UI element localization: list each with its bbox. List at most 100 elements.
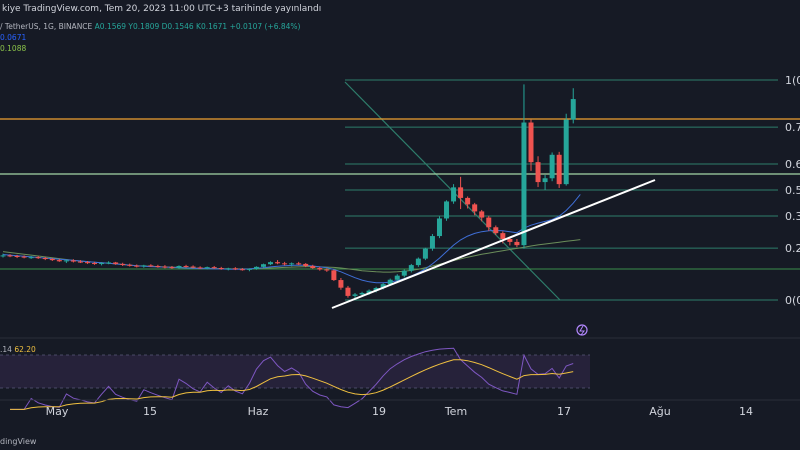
candle-body — [211, 267, 217, 269]
candle-body — [169, 267, 175, 269]
candle-body — [394, 275, 400, 280]
candle-body — [148, 265, 154, 267]
candle-body — [549, 154, 555, 179]
rsi-pane — [0, 337, 800, 410]
fib-level-label: 0.236(0 — [785, 242, 800, 255]
candle-body — [535, 162, 541, 183]
candle-body — [317, 268, 323, 270]
rsi-line — [10, 347, 574, 410]
candle-body — [563, 119, 569, 185]
candle-body — [84, 262, 90, 264]
candle-body — [56, 260, 62, 262]
alert-icon — [576, 324, 588, 336]
candle-body — [458, 187, 464, 198]
publish-header: kiye TradingView.com, Tem 20, 2023 11:00… — [0, 0, 800, 18]
candle-body — [197, 267, 203, 269]
ma1-legend: 0.0671 — [0, 33, 26, 42]
time-tick-label: Tem — [444, 405, 467, 418]
rsi-ma-line — [10, 359, 574, 410]
candle-body — [268, 262, 274, 265]
candle-body — [120, 263, 126, 265]
candle-body — [289, 263, 295, 265]
fib-level-label: 0.618(0 — [785, 158, 800, 171]
candle-body — [63, 260, 69, 262]
candle-body — [275, 262, 281, 264]
fib-level-label: 0.786(0 — [785, 121, 800, 134]
candle-body — [493, 227, 499, 234]
candle-body — [408, 265, 414, 271]
drawings — [331, 179, 656, 336]
candle-body — [507, 238, 513, 242]
candle-body — [176, 265, 182, 268]
candle-body — [190, 266, 196, 268]
rsi-legend: .14 62.20 — [0, 345, 36, 354]
candle-body — [451, 187, 457, 202]
candle-body — [42, 258, 48, 260]
candle-body — [338, 280, 344, 288]
ma2-value: 0.1088 — [0, 44, 27, 53]
candle-body — [183, 265, 189, 267]
candle-body — [444, 201, 450, 219]
candle-body — [303, 263, 309, 266]
time-tick-label: Haz — [248, 405, 269, 418]
time-tick-label: 17 — [557, 405, 571, 418]
candle-body — [570, 99, 576, 120]
horizontal-lines — [0, 118, 800, 270]
candle-body — [373, 287, 379, 291]
candle-body — [92, 263, 98, 265]
candle-body — [479, 211, 485, 218]
candle-body — [352, 294, 358, 296]
candle-body — [472, 204, 478, 212]
symbol-line: / TetherUS, 1G, BINANCE — [0, 22, 93, 31]
rsi-value: .14 — [0, 345, 12, 354]
time-tick-label: Ağu — [649, 405, 670, 418]
candle-body — [556, 154, 562, 185]
candle-body — [359, 292, 365, 295]
candle-body — [401, 270, 407, 276]
candle-body — [127, 264, 133, 266]
time-tick-label: 14 — [739, 405, 753, 418]
candle-body — [514, 241, 520, 246]
candle-body — [28, 257, 34, 259]
candle-body — [422, 248, 428, 259]
candle-body — [331, 270, 337, 281]
candle-body — [260, 264, 266, 267]
candle-body — [465, 197, 471, 205]
candle-body — [77, 261, 83, 263]
candle-body — [218, 268, 224, 270]
candle-body — [232, 268, 238, 270]
candle-body — [239, 269, 245, 271]
candle-body — [366, 290, 372, 293]
candle-body — [49, 258, 55, 261]
time-tick-label: May — [46, 405, 69, 418]
candle-body — [415, 258, 421, 266]
fib-retracement: 1(0 0.786(0 0.618(0 0.5(0 0.382(0 0.236(0 0(0 — [344, 74, 800, 307]
symbol-legend: / TetherUS, 1G, BINANCE A0.1569 Y0.1809 … — [0, 22, 300, 31]
time-tick-label: 15 — [143, 405, 157, 418]
candles — [0, 84, 576, 300]
candle-body — [246, 268, 252, 270]
fib-level-label: 0.382(0 — [785, 210, 800, 223]
ma1-value: 0.0671 — [0, 33, 27, 42]
candle-body — [345, 287, 351, 296]
candle-body — [155, 265, 161, 267]
alert-bolt — [579, 325, 585, 336]
candle-body — [113, 262, 119, 264]
time-axis: May 15 Haz 19 Tem 17 Ağu 14 — [0, 399, 800, 418]
time-tick-label: 19 — [372, 405, 386, 418]
candle-body — [70, 260, 76, 262]
candle-body — [14, 256, 20, 257]
trendline — [331, 179, 656, 309]
candle-body — [282, 263, 288, 265]
ma2-legend: 0.1088 — [0, 44, 26, 53]
candle-body — [429, 236, 435, 249]
footer: dingView — [0, 433, 800, 450]
footer-brand: dingView — [0, 437, 37, 446]
candle-body — [141, 265, 147, 267]
candle-body — [436, 218, 442, 237]
candle-body — [521, 122, 527, 246]
candle-body — [106, 262, 112, 264]
candle-body — [0, 255, 6, 257]
